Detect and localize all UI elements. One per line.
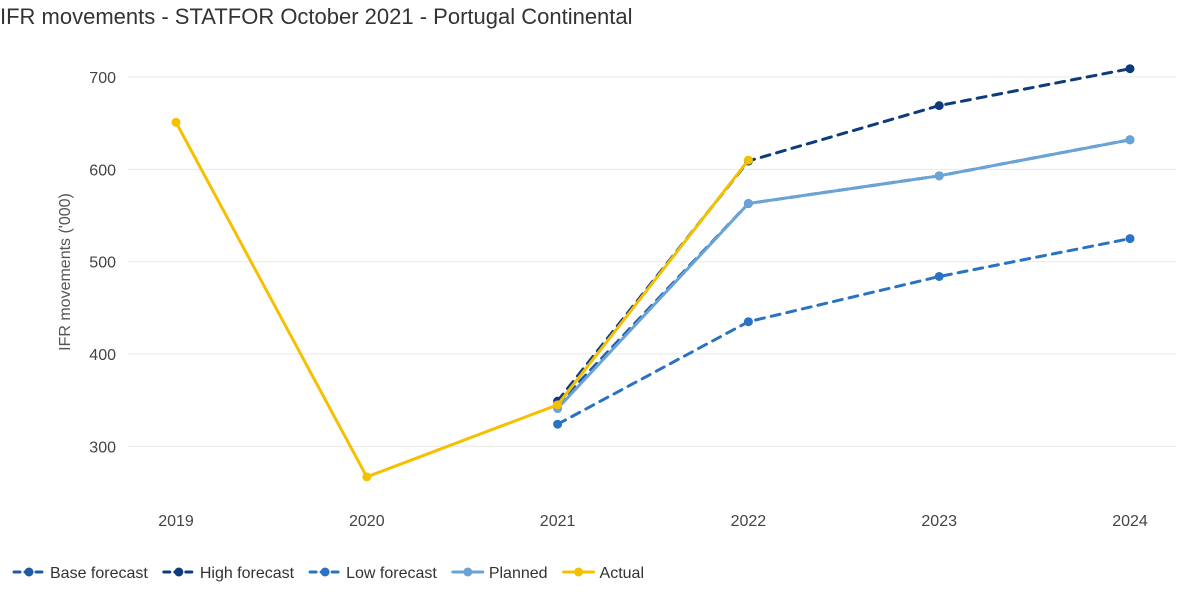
- x-axis-ticks: 2019 2020 2021 2022 2023 2024: [158, 513, 1148, 530]
- series: [171, 64, 1135, 482]
- grid: [128, 76, 1176, 447]
- legend-item-high-forecast[interactable]: High forecast: [162, 565, 295, 582]
- legend-item-planned[interactable]: Planned: [451, 565, 548, 582]
- legend-swatch-marker: [174, 567, 184, 577]
- legend-item-base-forecast[interactable]: Base forecast: [12, 565, 148, 582]
- series-line-low-forecast: [556, 237, 1132, 426]
- data-point-planned: [1125, 135, 1135, 145]
- x-tick-label: 2020: [349, 513, 385, 530]
- series-actual: [171, 117, 753, 482]
- y-tick-label: 300: [89, 439, 116, 456]
- legend-swatch-marker: [320, 567, 330, 577]
- y-axis-label: IFR movements ('000): [57, 193, 74, 351]
- data-point-planned: [743, 199, 753, 209]
- chart-title: IFR movements - STATFOR October 2021 - P…: [0, 4, 633, 29]
- legend-label: Base forecast: [50, 565, 148, 582]
- series-line-planned: [556, 138, 1132, 410]
- y-axis-ticks: 300 400 500 600 700: [89, 70, 116, 456]
- x-tick-label: 2022: [731, 513, 767, 530]
- x-tick-label: 2023: [921, 513, 957, 530]
- legend-swatch-marker: [24, 567, 34, 577]
- data-point-low-forecast: [1125, 234, 1135, 244]
- legend: Base forecast High forecast Low forecast Pl…: [12, 565, 644, 582]
- legend-item-actual[interactable]: Actual: [562, 565, 644, 582]
- data-point-actual: [553, 400, 563, 410]
- legend-item-low-forecast[interactable]: Low forecast: [308, 565, 437, 582]
- y-tick-label: 400: [89, 347, 116, 364]
- legend-label: Low forecast: [346, 565, 437, 582]
- legend-swatch-marker: [574, 567, 584, 577]
- series-base-forecast: [553, 135, 1135, 410]
- data-point-high-forecast: [1125, 64, 1135, 74]
- legend-swatch-marker: [463, 567, 473, 577]
- x-tick-label: 2024: [1112, 513, 1148, 530]
- series-line-base-forecast: [556, 138, 1132, 407]
- data-point-actual: [171, 117, 181, 127]
- legend-label: Actual: [600, 565, 644, 582]
- data-point-low-forecast: [934, 271, 944, 281]
- data-point-high-forecast: [934, 101, 944, 111]
- series-planned: [553, 135, 1135, 414]
- x-tick-label: 2021: [540, 513, 576, 530]
- legend-label: Planned: [489, 565, 548, 582]
- series-line-actual: [174, 120, 750, 479]
- y-tick-label: 600: [89, 162, 116, 179]
- data-point-planned: [934, 171, 944, 181]
- data-point-low-forecast: [553, 419, 563, 429]
- data-point-low-forecast: [743, 317, 753, 327]
- y-tick-label: 500: [89, 255, 116, 272]
- legend-label: High forecast: [200, 565, 295, 582]
- series-low-forecast: [553, 234, 1135, 429]
- x-tick-label: 2019: [158, 513, 194, 530]
- series-line-high-forecast: [556, 67, 1132, 403]
- y-tick-label: 700: [89, 70, 116, 87]
- data-point-actual: [362, 472, 372, 482]
- data-point-actual: [743, 155, 753, 165]
